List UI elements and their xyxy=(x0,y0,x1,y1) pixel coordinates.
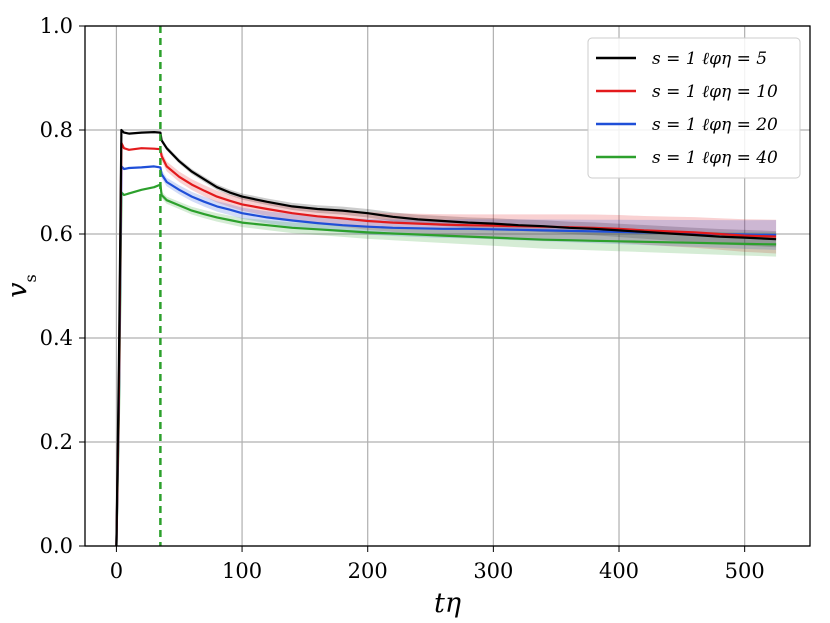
y-tick-label: 0.6 xyxy=(40,222,73,246)
series-line xyxy=(115,165,777,547)
x-axis-label: tη xyxy=(434,588,461,619)
y-tick-label: 0.0 xyxy=(40,534,73,558)
x-tick-label: 200 xyxy=(348,559,388,583)
legend-label: s = 1 ℓφη = 10 xyxy=(652,82,778,102)
series-lines xyxy=(115,128,777,547)
x-tick-label: 0 xyxy=(110,559,123,583)
series-line xyxy=(115,141,777,547)
y-axis-label: vs xyxy=(2,274,40,297)
y-tick-label: 0.4 xyxy=(40,326,73,350)
legend: s = 1 ℓφη = 5 s = 1 ℓφη = 10 s = 1 ℓφη = 2… xyxy=(587,37,801,179)
legend-box xyxy=(587,37,801,179)
legend-label: s = 1 ℓφη = 40 xyxy=(652,148,778,168)
legend-label: s = 1 ℓφη = 20 xyxy=(652,115,778,135)
series-line xyxy=(115,183,777,547)
x-tick-label: 300 xyxy=(473,559,513,583)
y-tick-label: 1.0 xyxy=(40,14,73,38)
y-tick-label: 0.2 xyxy=(40,430,73,454)
x-tick-label: 100 xyxy=(222,559,262,583)
legend-label: s = 1 ℓφη = 5 xyxy=(652,49,767,69)
plot-frame xyxy=(84,25,811,547)
y-tick-label: 0.8 xyxy=(40,118,73,142)
series-line xyxy=(115,128,777,547)
x-tick-label: 500 xyxy=(725,559,765,583)
axis-ticks: 0 100 200 300 400 500 0.0 0.2 0.4 0.6 0.8 1.0 xyxy=(40,14,765,583)
x-tick-label: 400 xyxy=(599,559,639,583)
